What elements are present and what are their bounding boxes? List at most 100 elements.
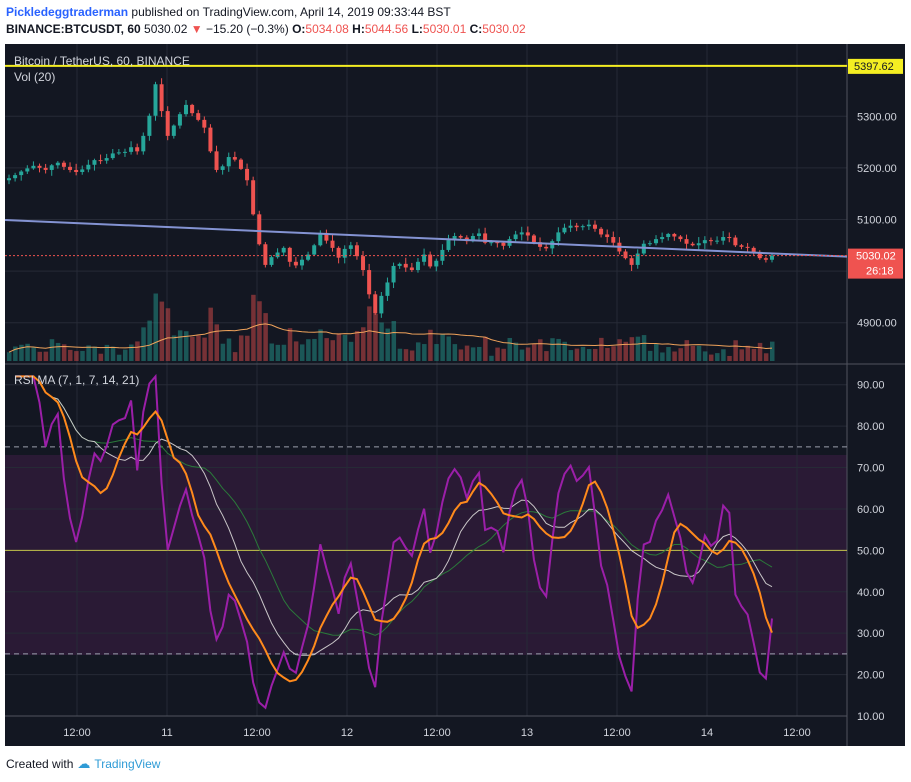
volume-bar	[434, 344, 439, 361]
volume-bar	[428, 329, 433, 361]
candle-body	[495, 242, 500, 244]
candle-body	[428, 254, 433, 267]
volume-bar	[330, 340, 336, 361]
candle-body	[678, 236, 683, 240]
volume-bar	[348, 341, 354, 361]
volume-bar	[275, 344, 281, 361]
candle-body	[104, 158, 109, 161]
volume-bar	[519, 349, 525, 361]
trend-line[interactable]	[4, 219, 848, 258]
volume-bar	[74, 351, 79, 361]
candle-body	[434, 260, 439, 267]
time-axis: 12:00 11 12:00 12 12:00 13 12:00 14 12:00	[63, 727, 811, 739]
volume-bar	[147, 320, 152, 361]
candle-body	[25, 168, 30, 172]
volume-bar	[733, 340, 738, 361]
candle-body	[666, 233, 671, 238]
volume-bar	[251, 294, 256, 361]
candle-body	[611, 237, 616, 243]
candle-body	[660, 237, 665, 240]
volume-bar	[464, 345, 470, 361]
rsi-ma-fast-line	[15, 375, 773, 683]
candle-body	[141, 135, 146, 152]
candle-body	[592, 224, 597, 229]
candle-body	[110, 153, 115, 159]
candle-body	[165, 111, 170, 136]
candle-body	[605, 234, 610, 238]
candle-body	[299, 259, 304, 266]
candle-body	[415, 261, 420, 271]
volume-bar	[61, 344, 67, 361]
candle-body	[470, 236, 475, 242]
volume-bar	[202, 337, 207, 361]
candle-body	[654, 239, 659, 244]
candle-body	[690, 243, 695, 246]
candle-body	[324, 232, 329, 241]
candle-body	[763, 258, 768, 260]
price-tick-label: 4900.00	[857, 318, 897, 330]
high-label: H:	[352, 22, 365, 36]
volume-bar	[269, 343, 274, 361]
candle-body	[68, 166, 73, 170]
candle-body	[263, 244, 268, 265]
candle-body	[544, 246, 549, 249]
volume-bar	[129, 344, 134, 361]
candle-body	[647, 243, 652, 245]
candle-body	[708, 240, 713, 242]
volume-bar	[135, 341, 140, 361]
volume-bar	[312, 338, 317, 361]
candle-body	[129, 147, 134, 152]
candle-body	[684, 239, 689, 244]
ohlc-line: BINANCE:BTCUSDT, 60 5030.02 ▼ −15.20 (−0…	[6, 22, 526, 36]
candle-body	[739, 245, 744, 247]
current-price-tag-text: 5030.02	[856, 251, 896, 263]
candle-body	[86, 164, 91, 170]
candle-body	[312, 245, 317, 255]
volume-bar	[751, 348, 757, 361]
candle-body	[745, 246, 750, 248]
candle-body	[13, 175, 18, 179]
tradingview-brand[interactable]: TradingView	[94, 757, 161, 771]
volume-bar	[409, 350, 415, 361]
volume-bar	[580, 346, 586, 361]
open-value: 5034.08	[305, 22, 349, 36]
candles	[7, 78, 774, 318]
volume-bar	[483, 336, 488, 361]
volume-bar	[13, 346, 18, 361]
rsi-tick-label: 90.00	[857, 380, 885, 392]
volume-bar	[238, 335, 244, 361]
candle-body	[196, 113, 201, 120]
volume-bar	[708, 354, 714, 361]
author-link[interactable]: Pickledeggtraderman	[6, 5, 129, 19]
candle-body	[31, 165, 36, 169]
volume-bar	[678, 348, 683, 361]
volume-bar	[562, 341, 567, 361]
candle-body	[92, 160, 97, 165]
volume-bar	[342, 334, 348, 361]
candle-body	[574, 225, 579, 228]
candle-body	[159, 84, 164, 112]
rsi-tick-label: 40.00	[857, 587, 885, 599]
candle-body	[251, 180, 256, 215]
candle-body	[599, 228, 604, 235]
time-tick-label: 14	[701, 727, 713, 739]
volume-bar	[727, 355, 732, 361]
volume-bar	[245, 335, 250, 361]
volume-bar	[531, 343, 537, 361]
candle-body	[361, 256, 366, 271]
rsi-band-fill	[5, 455, 847, 655]
candle-body	[98, 160, 103, 162]
volume-bar	[318, 329, 323, 361]
volume-bar	[287, 328, 293, 361]
resistance-tag-text: 5397.62	[854, 61, 894, 73]
candle-body	[458, 236, 463, 238]
candle-body	[623, 251, 628, 259]
candle-body	[489, 242, 494, 244]
volume-bar	[525, 347, 531, 361]
candle-body	[354, 245, 359, 257]
time-tick-label: 12:00	[243, 727, 271, 739]
volume-bar	[159, 301, 165, 361]
publish-line: Pickledeggtraderman published on Trading…	[6, 5, 451, 19]
price-tick-label: 5200.00	[857, 163, 897, 175]
